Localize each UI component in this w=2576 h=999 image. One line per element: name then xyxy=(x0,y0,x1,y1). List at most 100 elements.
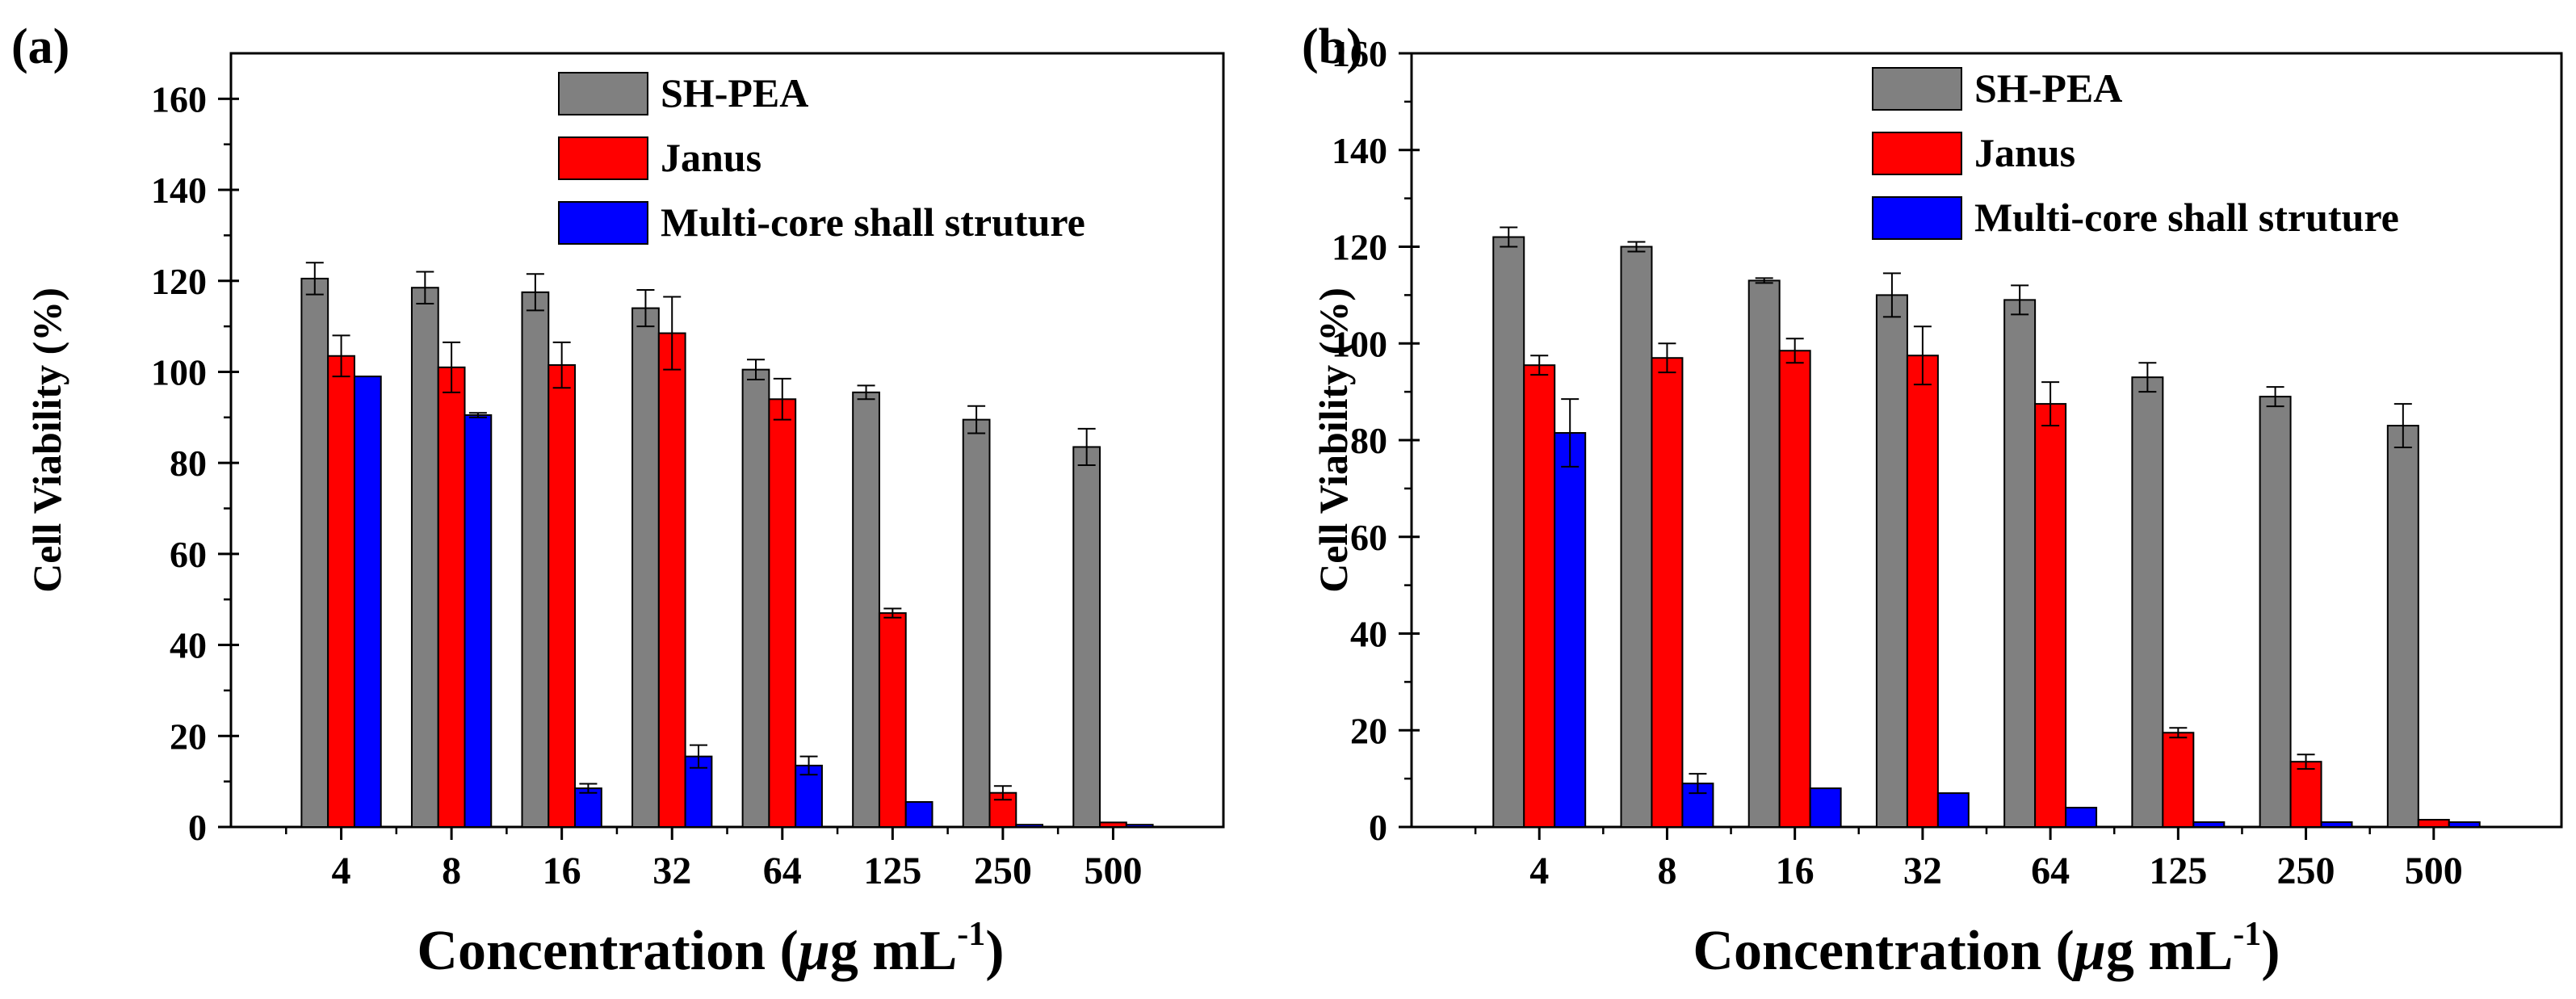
p0-x-tick-label: 125 xyxy=(863,850,921,892)
p1-y-tick-label: 40 xyxy=(1350,614,1387,655)
p1-y-tick-label: 20 xyxy=(1350,710,1387,751)
p1-x-axis-label-sup: -1 xyxy=(2233,916,2261,953)
p0-x-tick-label: 32 xyxy=(652,850,691,892)
p1-bar-multi-core-shall-struture-32 xyxy=(1936,792,1970,829)
p1-y-axis-label: Cell Viability (%) xyxy=(1311,288,1356,593)
p0-y-tick-label: 0 xyxy=(188,807,207,848)
p0-x-axis-label-text: Concentration ( xyxy=(417,920,798,982)
p0-legend-swatch xyxy=(558,201,648,245)
p1-x-tick-label: 500 xyxy=(2405,850,2463,892)
p0-legend-swatch xyxy=(558,136,648,180)
p1-y-tick-label: 60 xyxy=(1350,517,1387,558)
p1-legend-swatch xyxy=(1872,132,1962,175)
p1-x-tick-label: 125 xyxy=(2149,850,2207,892)
p1-bar-sh-pea-32 xyxy=(1875,294,1908,828)
p0-bar-sh-pea-16 xyxy=(521,291,550,828)
p1-bar-janus-250 xyxy=(2289,761,2322,829)
p1-legend-label: Janus xyxy=(1974,130,2075,175)
p0-y-axis-label: Cell Viability (%) xyxy=(24,288,69,593)
p0-bar-janus-500 xyxy=(1099,821,1127,828)
p1-x-axis-label-close: ) xyxy=(2261,920,2280,982)
p1-x-tick-label: 8 xyxy=(1657,850,1676,892)
p1-legend-swatch xyxy=(1872,67,1962,111)
p0-y-tick-label: 160 xyxy=(151,78,207,120)
p0-x-axis-label-unit: g mL xyxy=(830,920,958,982)
p0-x-tick-label: 500 xyxy=(1084,850,1142,892)
p0-bar-multi-core-shall-struture-250 xyxy=(1015,824,1044,829)
p1-x-tick-label: 16 xyxy=(1776,850,1815,892)
p1-bar-janus-32 xyxy=(1906,355,1939,828)
p1-x-axis-label-mu: μ xyxy=(2072,920,2106,982)
p0-x-axis-label-mu: μ xyxy=(796,920,830,982)
p1-x-tick-label: 250 xyxy=(2277,850,2335,892)
p0-bar-sh-pea-32 xyxy=(631,307,660,828)
p1-bar-sh-pea-250 xyxy=(2259,396,2292,828)
p0-bar-sh-pea-250 xyxy=(962,418,991,828)
p1-bar-janus-64 xyxy=(2034,403,2067,828)
p1-legend-label: Multi-core shall struture xyxy=(1974,195,2399,240)
p1-x-tick-label: 32 xyxy=(1903,850,1942,892)
p1-y-tick-label: 120 xyxy=(1332,227,1387,268)
p0-x-axis-label-sup: -1 xyxy=(957,916,985,953)
p1-legend-label: SH-PEA xyxy=(1974,65,2122,111)
p1-y-tick-label: 0 xyxy=(1369,807,1387,848)
p0-bar-multi-core-shall-struture-8 xyxy=(464,414,493,828)
p1-y-tick-label: 160 xyxy=(1332,33,1387,74)
p0-bar-janus-8 xyxy=(437,366,466,829)
p1-bar-sh-pea-125 xyxy=(2131,376,2164,829)
p1-bar-janus-500 xyxy=(2417,819,2450,828)
p0-x-tick-label: 8 xyxy=(442,850,461,892)
p0-bar-janus-125 xyxy=(878,612,907,828)
p0-y-tick-label: 140 xyxy=(151,170,207,211)
p1-x-tick-label: 4 xyxy=(1529,850,1549,892)
p1-bar-sh-pea-64 xyxy=(2003,299,2037,828)
p1-bar-janus-8 xyxy=(1651,357,1684,828)
p0-y-tick-label: 40 xyxy=(170,625,207,666)
p0-legend-label: Janus xyxy=(661,135,761,180)
p0-bar-sh-pea-8 xyxy=(410,287,439,828)
p1-bar-janus-4 xyxy=(1523,364,1556,829)
p1-panel-label: (b) xyxy=(1302,19,1363,74)
p1-bar-multi-core-shall-struture-4 xyxy=(1554,432,1587,828)
p0-bar-janus-32 xyxy=(657,332,686,828)
p1-bar-multi-core-shall-struture-250 xyxy=(2320,821,2353,829)
p0-x-axis-label: Concentration (μg mL-1) xyxy=(417,916,1004,982)
p0-x-tick-label: 16 xyxy=(543,850,581,892)
p1-y-tick-label: 140 xyxy=(1332,130,1387,171)
p0-bar-multi-core-shall-struture-16 xyxy=(574,787,602,828)
p0-y-tick-label: 20 xyxy=(170,716,207,757)
p0-bar-multi-core-shall-struture-4 xyxy=(353,376,382,828)
p0-bar-janus-16 xyxy=(548,364,577,828)
p0-panel-label: (a) xyxy=(11,19,69,74)
p1-bar-sh-pea-16 xyxy=(1747,279,1781,829)
p0-y-tick-label: 100 xyxy=(151,351,207,392)
p0-bar-sh-pea-125 xyxy=(852,391,880,828)
p1-bar-sh-pea-4 xyxy=(1492,236,1525,828)
p1-bar-janus-16 xyxy=(1778,350,1811,828)
p1-x-axis-label: Concentration (μg mL-1) xyxy=(1693,916,2280,982)
p1-bar-multi-core-shall-struture-64 xyxy=(2065,807,2098,828)
panel-b-chart: 0 20 40 60 80 100 120 140 160 4 8 16 32 64 125 250 500 SH… xyxy=(1302,19,2563,982)
p1-bar-multi-core-shall-struture-125 xyxy=(2192,821,2226,829)
panel-a-chart: 0 20 40 60 80 100 120 140 160 4 8 16 32 64 125 250 500 SH… xyxy=(11,19,1225,982)
p0-legend-swatch xyxy=(558,72,648,115)
p0-x-tick-label: 4 xyxy=(332,850,351,892)
p1-bar-janus-125 xyxy=(2162,732,2195,829)
p0-x-tick-label: 250 xyxy=(974,850,1032,892)
p0-y-tick-label: 120 xyxy=(151,261,207,302)
p0-x-tick-label: 64 xyxy=(763,850,802,892)
p1-bar-sh-pea-8 xyxy=(1620,246,1653,828)
p0-y-tick-label: 80 xyxy=(170,443,207,484)
p0-bar-sh-pea-500 xyxy=(1072,446,1101,828)
p1-legend-swatch xyxy=(1872,196,1962,240)
p1-y-tick-label: 80 xyxy=(1350,420,1387,461)
p0-bar-multi-core-shall-struture-64 xyxy=(795,764,823,828)
p1-bar-sh-pea-500 xyxy=(2386,425,2419,828)
p1-x-axis-label-unit: g mL xyxy=(2106,920,2234,982)
p0-legend-label: SH-PEA xyxy=(661,70,808,115)
p1-y-tick-label: 100 xyxy=(1332,323,1387,364)
p0-x-axis-label-close: ) xyxy=(985,920,1004,982)
p1-bar-multi-core-shall-struture-16 xyxy=(1809,787,1842,828)
p1-x-axis-label-text: Concentration ( xyxy=(1693,920,2074,982)
p0-bar-sh-pea-64 xyxy=(741,368,770,828)
